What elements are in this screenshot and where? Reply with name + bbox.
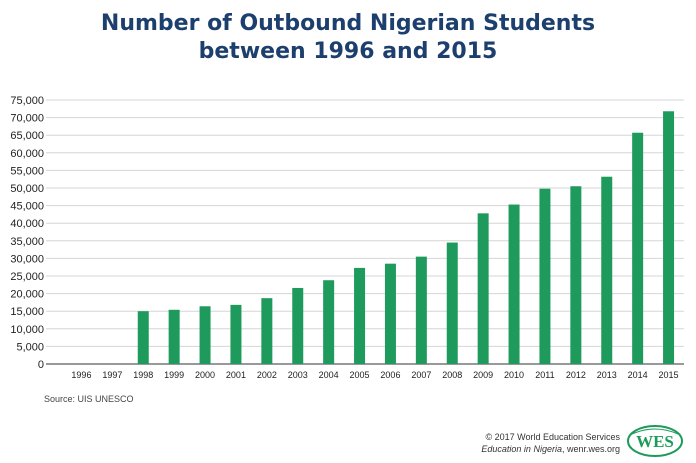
y-tick-label: 5,000	[16, 341, 44, 353]
bar	[477, 213, 489, 364]
y-tick-label: 65,000	[10, 130, 44, 142]
x-tick-label: 2010	[504, 370, 524, 380]
publication-url: , wenr.wes.org	[561, 444, 620, 454]
y-tick-label: 30,000	[10, 253, 44, 265]
bar-chart: 0 5,000 10,000 15,000 20,000 25,000 30,000 35,0…	[10, 95, 684, 380]
x-tick-label: 2008	[442, 370, 462, 380]
y-tick-label: 15,000	[10, 306, 44, 318]
x-tick-label: 2015	[659, 370, 679, 380]
bar	[663, 111, 675, 364]
y-tick-label: 35,000	[10, 236, 44, 248]
y-tick-label: 0	[38, 359, 44, 371]
logo-text: WES	[636, 432, 674, 451]
x-tick-label: 1997	[102, 370, 122, 380]
x-tick-label: 2003	[288, 370, 308, 380]
bar	[384, 263, 396, 364]
bar	[168, 309, 180, 364]
x-tick-label: 2000	[195, 370, 215, 380]
x-tick-label: 2014	[628, 370, 648, 380]
publication-text: Education in Nigeria, wenr.wes.org	[430, 443, 620, 455]
x-tick-label: 1998	[133, 370, 153, 380]
bar	[199, 306, 211, 364]
x-tick-label: 1999	[164, 370, 184, 380]
bar	[354, 267, 366, 364]
x-tick-label: 2012	[566, 370, 586, 380]
y-tick-label: 20,000	[10, 289, 44, 301]
wes-logo: WES	[627, 425, 683, 457]
footer-credit: © 2017 World Education Services Educatio…	[430, 431, 620, 455]
y-tick-label: 45,000	[10, 201, 44, 213]
bar	[539, 188, 551, 364]
bar	[323, 280, 335, 364]
x-tick-label: 2002	[257, 370, 277, 380]
copyright-text: © 2017 World Education Services	[485, 432, 620, 442]
bar	[230, 304, 242, 364]
bar	[137, 311, 149, 364]
chart-title-line-2: between 1996 and 2015	[198, 39, 498, 64]
bar	[415, 256, 427, 364]
chart-title-line-1: Number of Outbound Nigerian Students	[100, 11, 596, 36]
y-tick-label: 60,000	[10, 148, 44, 160]
source-note: Source: UIS UNESCO	[44, 394, 134, 404]
x-tick-label: 2011	[535, 370, 554, 380]
bar	[261, 298, 273, 364]
y-tick-label: 75,000	[10, 95, 44, 107]
x-tick-label: 2009	[473, 370, 493, 380]
y-tick-label: 55,000	[10, 165, 44, 177]
y-tick-label: 70,000	[10, 113, 44, 125]
x-tick-label: 2006	[380, 370, 400, 380]
x-tick-label: 2001	[226, 370, 246, 380]
x-tick-label: 2007	[411, 370, 431, 380]
bar	[508, 204, 520, 364]
bar	[601, 176, 613, 364]
bar	[570, 186, 582, 364]
y-tick-label: 10,000	[10, 324, 44, 336]
bar	[446, 242, 458, 364]
bar	[632, 132, 644, 364]
x-tick-label: 2004	[319, 370, 339, 380]
y-tick-label: 50,000	[10, 183, 44, 195]
x-tick-label: 2005	[350, 370, 370, 380]
bar	[292, 287, 304, 364]
y-tick-label: 25,000	[10, 271, 44, 283]
publication-title: Education in Nigeria	[481, 444, 562, 454]
chart-title: Number of Outbound Nigerian Students bet…	[0, 10, 696, 66]
y-tick-label: 40,000	[10, 218, 44, 230]
x-tick-label: 1996	[71, 370, 91, 380]
x-tick-label: 2013	[597, 370, 617, 380]
